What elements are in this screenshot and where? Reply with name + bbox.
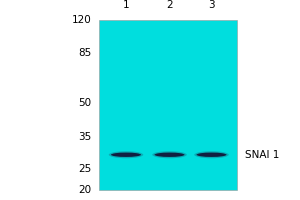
Ellipse shape [154,153,184,157]
Ellipse shape [196,153,226,157]
Text: 2: 2 [166,0,173,10]
Text: 3: 3 [208,0,215,10]
Ellipse shape [152,151,187,158]
Ellipse shape [162,154,177,156]
Bar [99,20,237,190]
Ellipse shape [194,151,229,158]
Text: 120: 120 [72,15,92,25]
Text: 25: 25 [78,164,92,174]
Ellipse shape [118,154,134,156]
Ellipse shape [204,154,219,156]
Ellipse shape [111,153,141,157]
Text: 50: 50 [78,98,92,108]
Text: 85: 85 [78,48,92,58]
Text: 35: 35 [78,132,92,142]
Text: 1: 1 [123,0,129,10]
Text: SNAI 1: SNAI 1 [244,150,279,160]
Text: 20: 20 [78,185,92,195]
Ellipse shape [109,151,143,158]
